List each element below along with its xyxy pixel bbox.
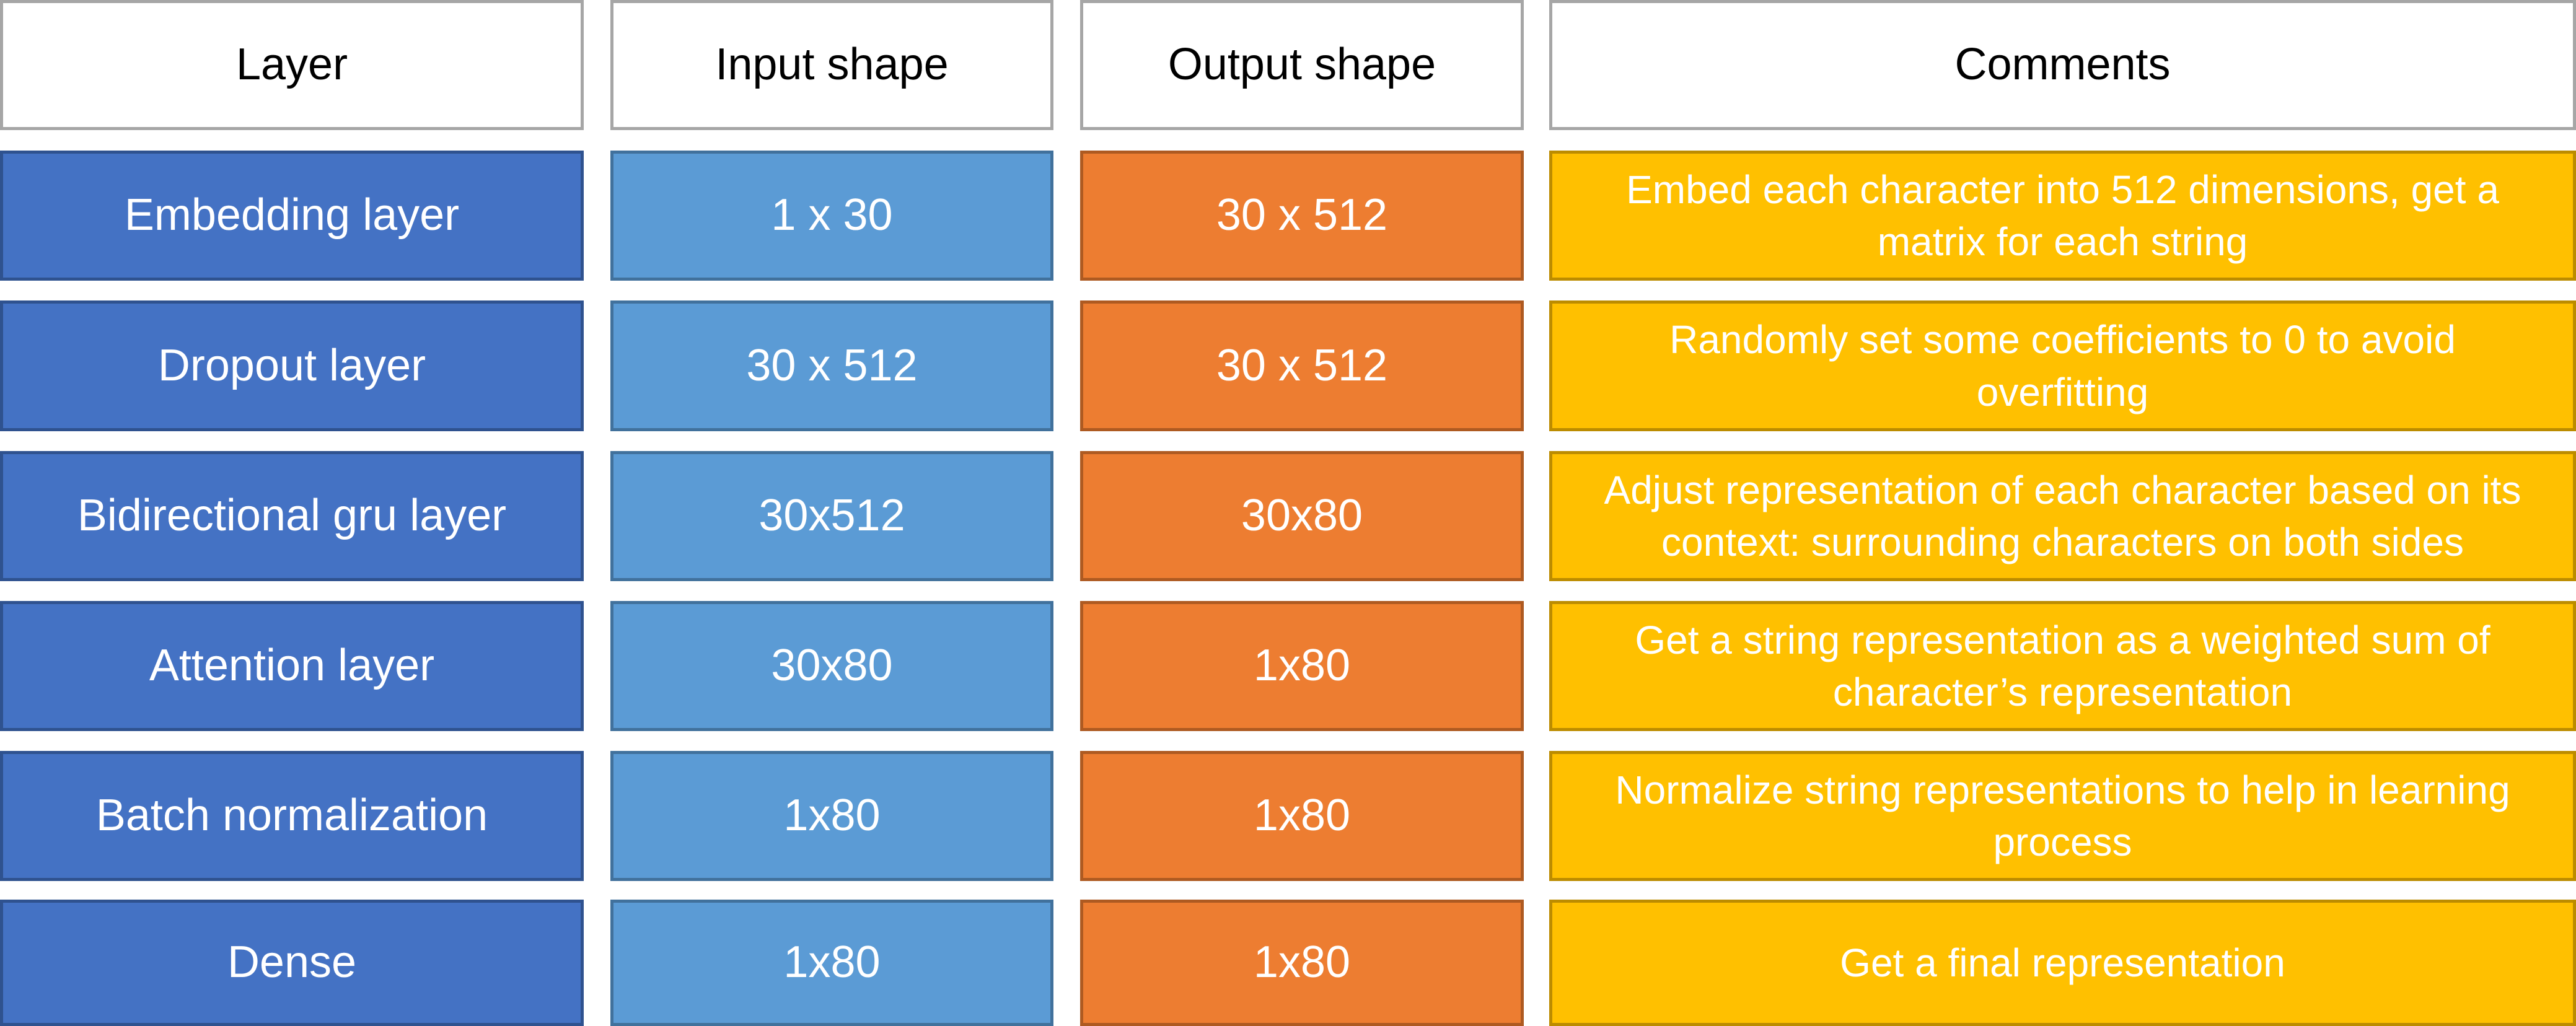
comment-cell: Get a string representation as a weighte… bbox=[1549, 601, 2576, 731]
header-comments: Comments bbox=[1549, 0, 2576, 130]
comment-cell: Adjust representation of each character … bbox=[1549, 451, 2576, 581]
header-input-shape: Input shape bbox=[610, 0, 1053, 130]
layer-name-cell: Batch normalization bbox=[0, 751, 584, 881]
layer-name-cell: Dense bbox=[0, 900, 584, 1026]
output-shape-cell: 1x80 bbox=[1080, 751, 1524, 881]
output-shape-cell: 30 x 512 bbox=[1080, 151, 1524, 281]
output-shape-cell: 30 x 512 bbox=[1080, 300, 1524, 431]
layer-name-cell: Dropout layer bbox=[0, 300, 584, 431]
comment-cell: Get a final representation bbox=[1549, 900, 2576, 1026]
output-shape-cell: 30x80 bbox=[1080, 451, 1524, 581]
output-shape-cell: 1x80 bbox=[1080, 601, 1524, 731]
output-shape-cell: 1x80 bbox=[1080, 900, 1524, 1026]
input-shape-cell: 30 x 512 bbox=[610, 300, 1053, 431]
input-shape-cell: 1x80 bbox=[610, 751, 1053, 881]
header-layer: Layer bbox=[0, 0, 584, 130]
layer-name-cell: Bidirectional gru layer bbox=[0, 451, 584, 581]
input-shape-cell: 1 x 30 bbox=[610, 151, 1053, 281]
comment-cell: Randomly set some coefficients to 0 to a… bbox=[1549, 300, 2576, 431]
comment-cell: Embed each character into 512 dimensions… bbox=[1549, 151, 2576, 281]
input-shape-cell: 30x80 bbox=[610, 601, 1053, 731]
layer-name-cell: Embedding layer bbox=[0, 151, 584, 281]
comment-cell: Normalize string representations to help… bbox=[1549, 751, 2576, 881]
header-output-shape: Output shape bbox=[1080, 0, 1524, 130]
input-shape-cell: 30x512 bbox=[610, 451, 1053, 581]
layer-name-cell: Attention layer bbox=[0, 601, 584, 731]
input-shape-cell: 1x80 bbox=[610, 900, 1053, 1026]
